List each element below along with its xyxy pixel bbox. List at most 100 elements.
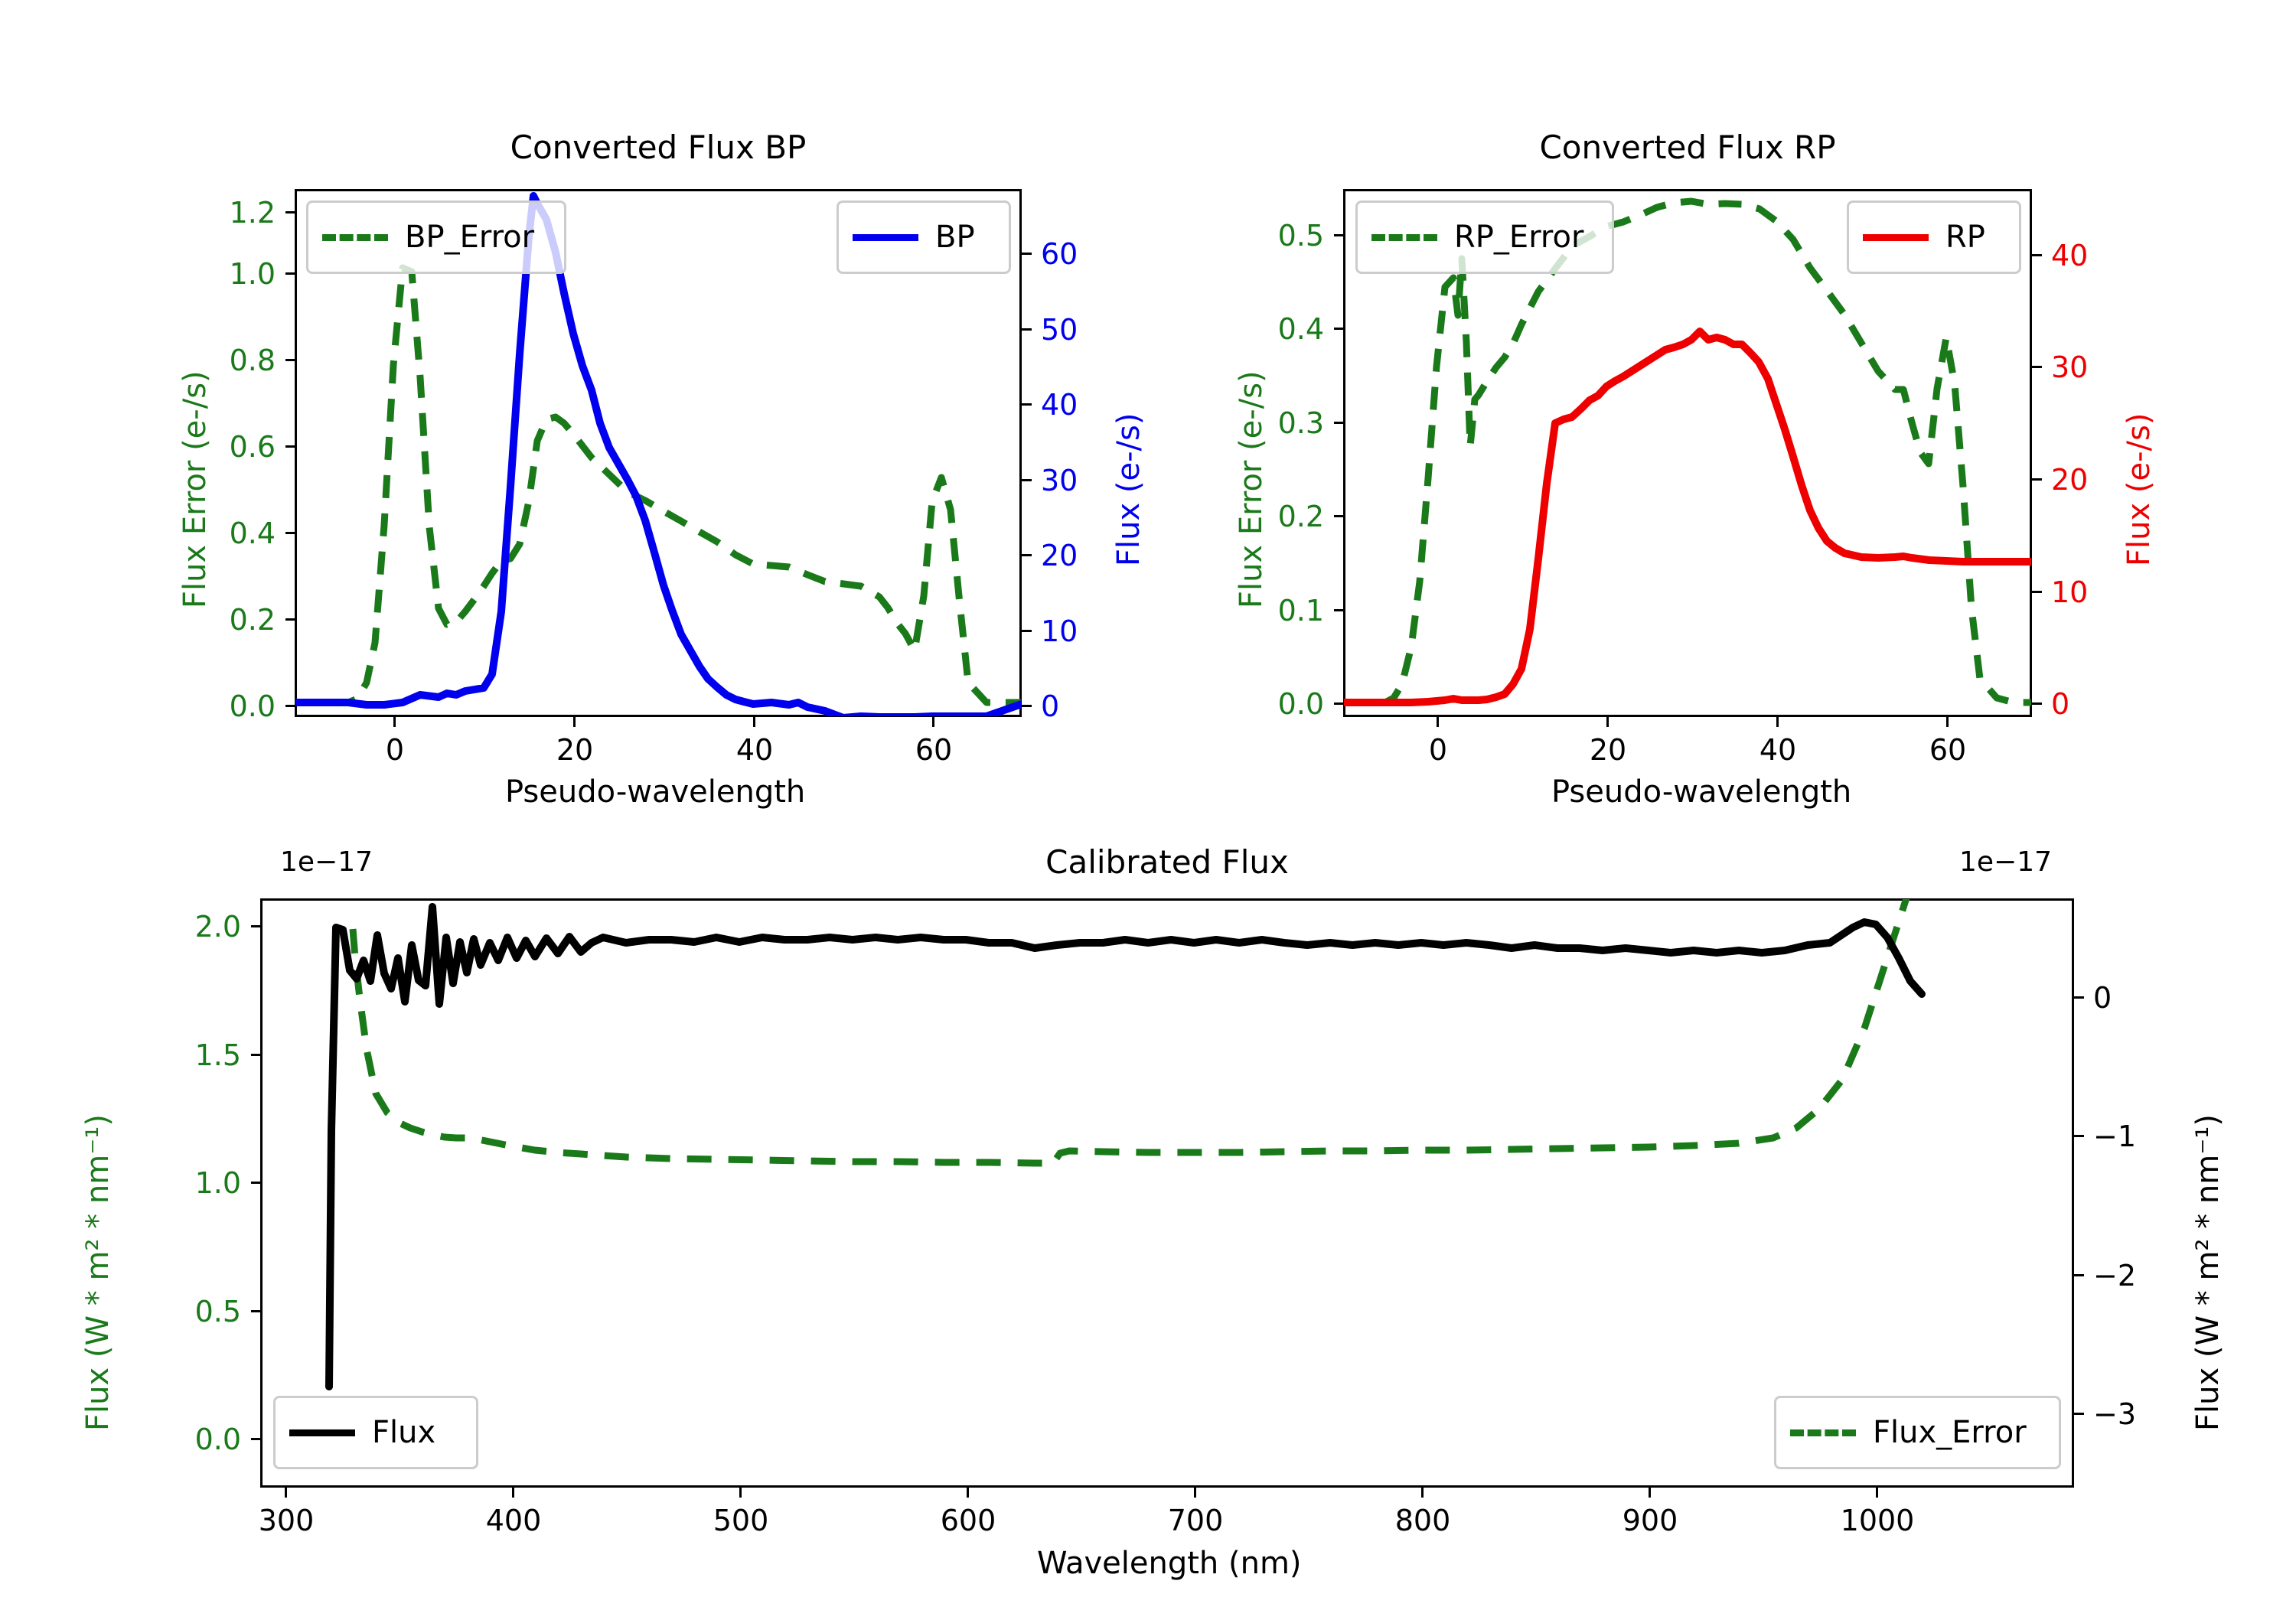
bp-xtick-mark — [932, 717, 934, 727]
calibrated-left-offset-text: 1e−17 — [280, 846, 373, 878]
bp-xtick-label: 0 — [385, 733, 405, 767]
rp-flux-legend-swatch — [1863, 233, 1929, 241]
calibrated-ytick-left-mark — [251, 1310, 261, 1312]
calibrated-ytick-left-mark — [251, 925, 261, 927]
bp-ytick-left-label: 0.2 — [229, 603, 276, 637]
bp-error-legend-swatch — [322, 233, 388, 241]
rp-ytick-right-label: 10 — [2051, 575, 2089, 609]
rp-xtick-mark — [1437, 717, 1439, 727]
rp-ytick-right-label: 0 — [2051, 687, 2070, 721]
calibrated-flux-error-curve — [349, 899, 1910, 1167]
calibrated-ytick-right-label: −3 — [2093, 1397, 2137, 1431]
panel-calibrated-flux: Calibrated Flux 1e−17 1e−17 0.0 0.5 1.0 … — [0, 826, 2296, 1607]
calibrated-xtick-label: 800 — [1394, 1504, 1451, 1537]
bp-ytick-left-label: 0.4 — [229, 517, 276, 550]
bp-ytick-right-mark — [1022, 554, 1032, 556]
calibrated-legend-flux[interactable]: Flux — [273, 1396, 478, 1469]
bp-ytick-right-mark — [1022, 328, 1032, 331]
bp-flux-legend-swatch — [853, 233, 918, 241]
calibrated-xtick-mark — [967, 1488, 969, 1498]
bp-ytick-left-label: 0.8 — [229, 344, 276, 377]
bp-ytick-right-mark — [1022, 479, 1032, 481]
calibrated-xtick-label: 500 — [713, 1504, 769, 1537]
bp-ytick-right-label: 30 — [1041, 464, 1078, 497]
calibrated-ytick-right-mark — [2074, 996, 2084, 999]
calibrated-xtick-mark — [512, 1488, 514, 1498]
rp-ytick-left-label: 0.2 — [1277, 500, 1324, 533]
rp-error-legend-swatch — [1371, 233, 1437, 241]
rp-ytick-left-mark — [1334, 234, 1344, 236]
panel-converted-flux-bp: Converted Flux BP 0.0 0.2 0.4 0.6 0.8 1.… — [0, 0, 1148, 826]
rp-ytick-left-label: 0.0 — [1277, 687, 1324, 721]
rp-ytick-left-mark — [1334, 515, 1344, 517]
bp-ytick-right-label: 60 — [1041, 237, 1078, 271]
bp-legend-error[interactable]: BP_Error — [306, 200, 566, 274]
rp-ytick-left-mark — [1334, 609, 1344, 611]
bp-ytick-left-mark — [285, 211, 295, 214]
rp-ytick-left-label: 0.5 — [1277, 219, 1324, 253]
bp-ytick-left-mark — [285, 445, 295, 448]
rp-error-curve — [1344, 197, 2031, 706]
rp-xtick-mark — [1776, 717, 1779, 727]
bp-ytick-right-label: 10 — [1041, 614, 1078, 648]
rp-xtick-label: 20 — [1589, 733, 1627, 767]
calibrated-xtick-label: 300 — [258, 1504, 315, 1537]
bp-ytick-right-label: 40 — [1041, 388, 1078, 422]
calibrated-legend-flux-error[interactable]: Flux_Error — [1774, 1396, 2061, 1469]
calibrated-xtick-mark — [1421, 1488, 1424, 1498]
bp-ytick-left-mark — [285, 272, 295, 275]
bp-ytick-left-label: 1.0 — [229, 257, 276, 291]
calibrated-xtick-label: 900 — [1622, 1504, 1678, 1537]
rp-xtick-label: 60 — [1929, 733, 1967, 767]
calibrated-flux-legend-swatch — [289, 1429, 355, 1436]
calibrated-ytick-right-label: −2 — [2093, 1259, 2137, 1292]
bp-legend-flux[interactable]: BP — [837, 200, 1011, 274]
bp-xtick-label: 20 — [556, 733, 594, 767]
rp-legend-flux[interactable]: RP — [1847, 200, 2021, 274]
rp-legend-error[interactable]: RP_Error — [1355, 200, 1614, 274]
calibrated-plot-title: Calibrated Flux — [1045, 843, 1289, 881]
calibrated-xtick-label: 600 — [940, 1504, 996, 1537]
calibrated-ytick-left-label: 2.0 — [194, 910, 241, 944]
calibrated-xtick-mark — [739, 1488, 742, 1498]
bp-error-legend-label: BP_Error — [405, 220, 535, 255]
bp-ytick-right-label: 20 — [1041, 539, 1078, 572]
rp-ytick-right-label: 40 — [2051, 239, 2089, 272]
bp-curves — [295, 192, 1021, 716]
calibrated-xaxis-label: Wavelength (nm) — [1037, 1546, 1302, 1581]
rp-ytick-right-mark — [2032, 478, 2042, 481]
calibrated-xtick-mark — [1649, 1488, 1651, 1498]
calibrated-ytick-left-mark — [251, 1182, 261, 1184]
calibrated-curves — [325, 899, 1926, 1390]
bp-ytick-left-label: 0.6 — [229, 430, 276, 464]
rp-ytick-left-label: 0.4 — [1277, 312, 1324, 346]
rp-ytick-right-label: 20 — [2051, 463, 2089, 497]
bp-ytick-left-mark — [285, 359, 295, 361]
rp-xtick-label: 0 — [1428, 733, 1448, 767]
bp-xtick-label: 60 — [915, 733, 953, 767]
bp-xaxis-label: Pseudo-wavelength — [505, 774, 806, 810]
bp-error-curve — [295, 264, 1021, 706]
rp-xtick-label: 40 — [1759, 733, 1797, 767]
bp-ytick-left-label: 0.0 — [229, 689, 276, 723]
panel-converted-flux-rp: Converted Flux RP 0.0 0.1 0.2 0.3 0.4 0.… — [1148, 0, 2296, 826]
rp-ytick-left-mark — [1334, 328, 1344, 330]
calibrated-ytick-left-label: 1.5 — [194, 1038, 241, 1072]
bp-xtick-mark — [753, 717, 755, 727]
bp-ytick-right-mark — [1022, 253, 1032, 255]
bp-ytick-left-mark — [285, 705, 295, 707]
calibrated-ytick-right-mark — [2074, 1274, 2084, 1276]
bp-ytick-right-label: 50 — [1041, 313, 1078, 347]
bp-xtick-mark — [573, 717, 576, 727]
bp-ytick-right-mark — [1022, 630, 1032, 632]
calibrated-xtick-mark — [285, 1488, 287, 1498]
calibrated-ytick-left-mark — [251, 1438, 261, 1440]
calibrated-xtick-label: 1000 — [1840, 1504, 1915, 1537]
bp-flux-curve — [295, 192, 1021, 716]
bp-flux-legend-label: BP — [935, 220, 975, 255]
rp-ytick-right-mark — [2032, 254, 2042, 256]
bp-ytick-left-label: 1.2 — [229, 196, 276, 230]
calibrated-xtick-label: 700 — [1167, 1504, 1224, 1537]
rp-flux-legend-label: RP — [1945, 220, 1985, 255]
